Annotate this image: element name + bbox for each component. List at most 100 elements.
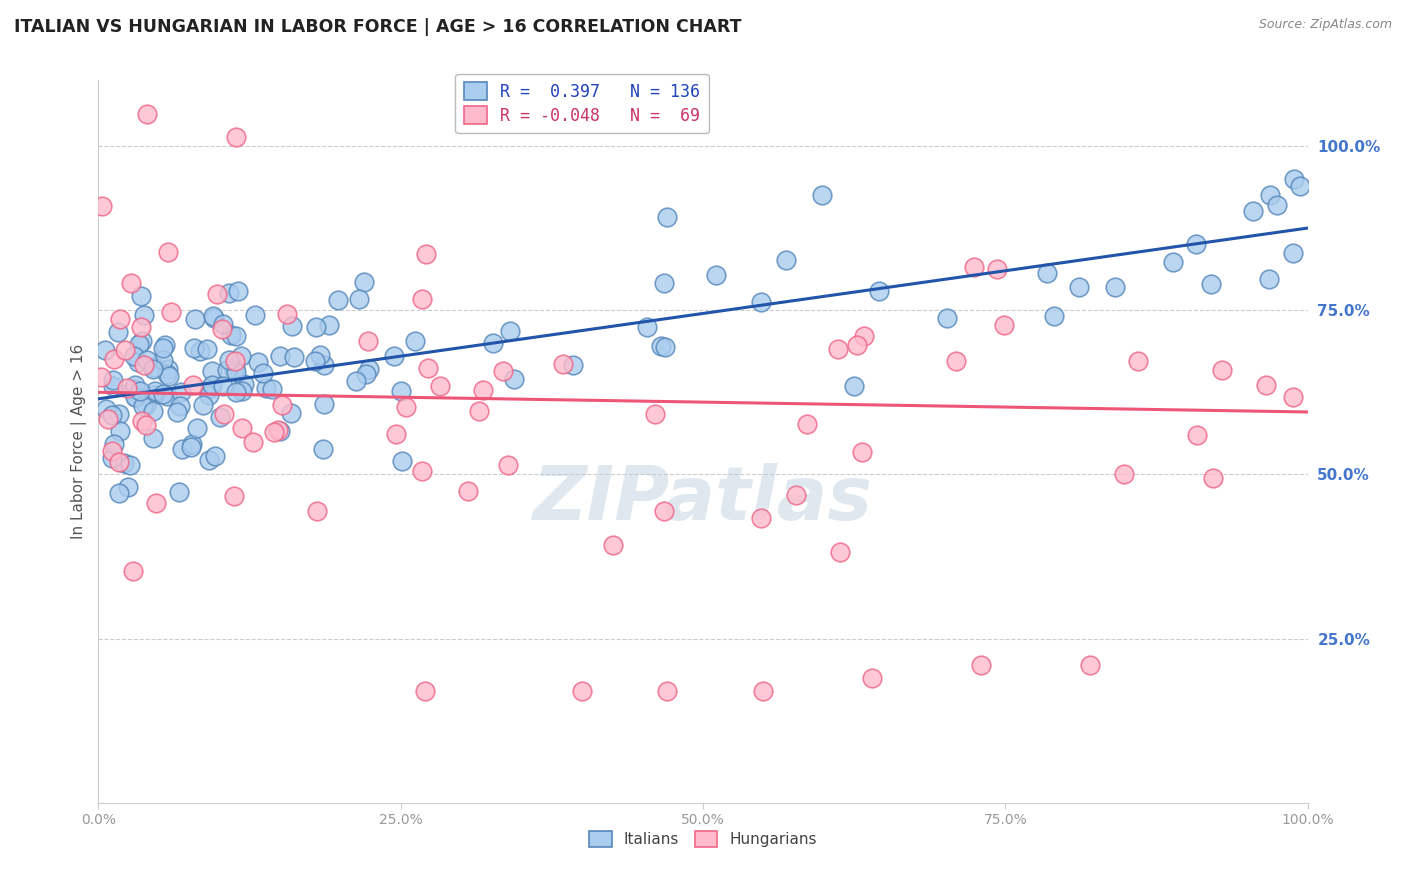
Point [212,379,235,393]
Point [309,348,332,362]
Point [492,364,515,378]
Point [142,431,165,445]
Point [936,310,959,325]
Point [1104,279,1126,293]
Point [152,352,174,367]
Point [602,538,624,552]
Point [110,424,132,438]
Point [145,384,167,399]
Point [1185,427,1208,442]
Point [217,363,239,377]
Point [115,381,138,395]
Point [157,245,180,260]
Point [305,504,328,518]
Point [1078,657,1101,672]
Point [197,343,219,357]
Point [429,379,451,393]
Point [120,276,142,290]
Point [482,336,505,351]
Point [124,390,146,404]
Point [152,341,174,355]
Point [142,362,165,376]
Point [160,305,183,319]
Point [225,130,247,145]
Point [108,312,131,326]
Point [314,397,336,411]
Point [204,450,226,464]
Point [135,107,157,121]
Point [201,364,224,378]
Point [221,327,243,342]
Point [101,451,124,466]
Point [283,350,305,364]
Point [108,454,131,468]
Point [103,351,125,366]
Point [503,371,526,385]
Point [385,426,408,441]
Point [1202,470,1225,484]
Point [101,409,124,423]
Point [1265,197,1288,211]
Point [636,320,658,334]
Point [652,504,675,518]
Point [305,319,328,334]
Point [304,354,326,368]
Point [1241,204,1264,219]
Point [212,407,235,421]
Point [468,404,491,418]
Point [853,329,876,343]
Point [135,417,157,432]
Point [260,382,283,396]
Point [1282,171,1305,186]
Point [198,388,221,402]
Point [114,343,136,357]
Point [232,376,254,391]
Point [267,423,290,437]
Point [225,384,247,399]
Point [1289,178,1312,193]
Point [135,399,157,413]
Point [124,378,146,392]
Point [281,319,304,334]
Point [157,369,180,384]
Point [416,360,439,375]
Point [101,444,124,458]
Point [198,381,221,395]
Point [498,458,520,472]
Point [129,320,152,334]
Point [344,374,367,388]
Point [311,442,333,456]
Point [224,489,246,503]
Point [1282,246,1305,260]
Point [169,400,191,414]
Point [415,246,437,260]
Point [314,358,336,372]
Point [498,325,520,339]
Point [142,404,165,418]
Point [650,339,672,353]
Point [254,381,277,395]
Point [156,389,179,403]
Point [218,352,240,367]
Point [970,657,993,672]
Point [1126,354,1149,368]
Point [1043,310,1066,324]
Point [225,365,247,379]
Point [749,511,772,525]
Point [655,211,678,225]
Point [1254,377,1277,392]
Point [108,486,131,500]
Point [122,564,145,578]
Point [193,398,215,412]
Point [280,406,302,420]
Point [986,261,1008,276]
Point [205,286,228,301]
Point [211,322,233,336]
Point [132,308,155,322]
Point [357,361,380,376]
Point [704,268,727,283]
Point [153,338,176,352]
Point [1257,272,1279,286]
Point [124,390,146,404]
Point [654,276,676,290]
